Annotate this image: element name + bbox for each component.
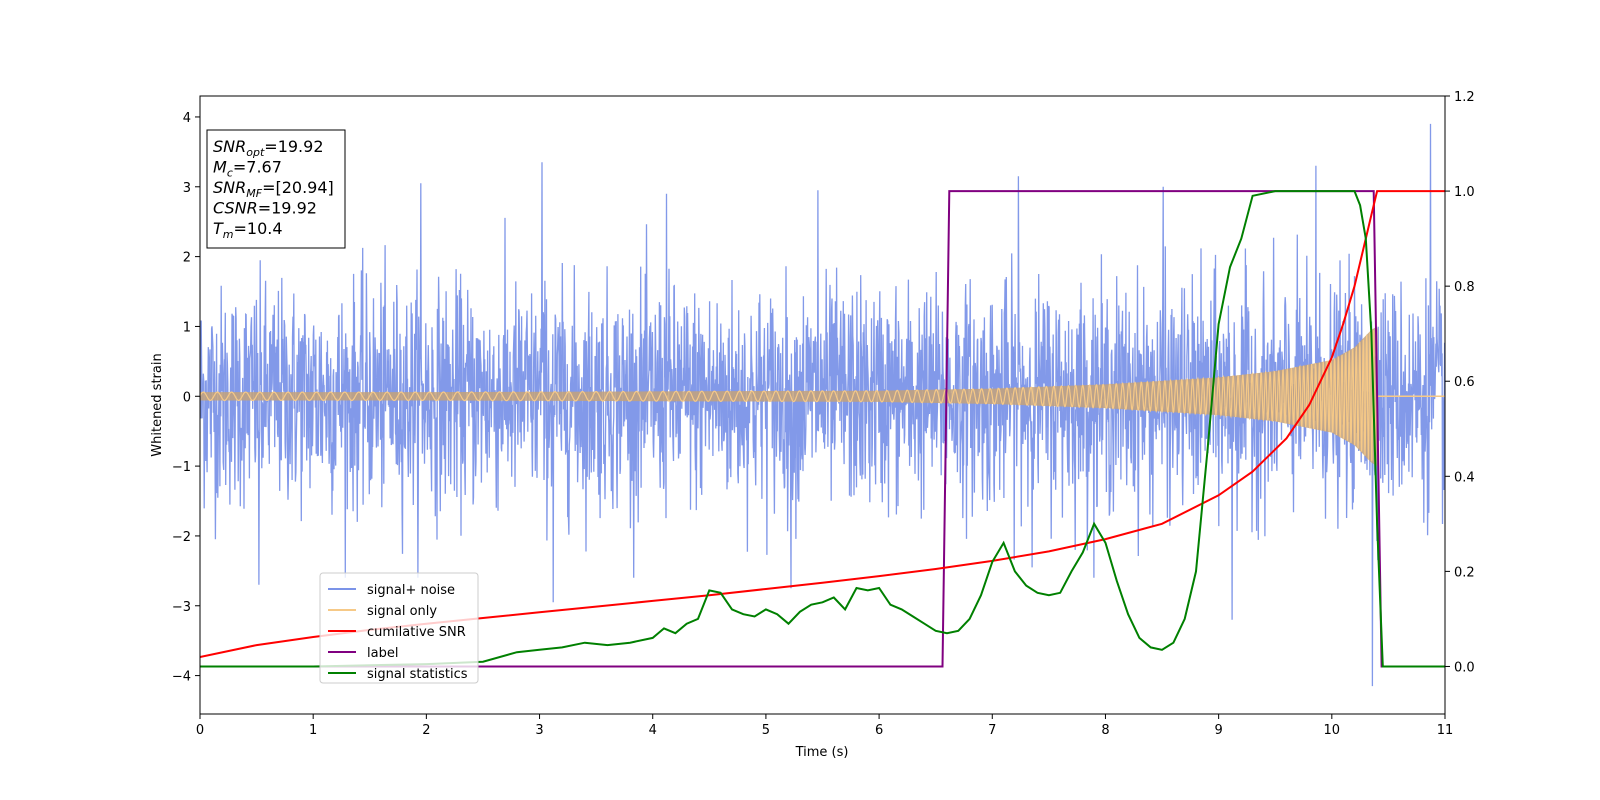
legend-frame (319, 572, 479, 684)
legend-label: signal+ noise (367, 583, 455, 598)
y2-tick-label: 0.2 (1454, 565, 1475, 580)
legend-label: signal only (367, 604, 437, 619)
info-line: SNRMF=[20.94] (213, 178, 334, 200)
x-tick-label: 3 (535, 723, 543, 738)
y2-tick-label: 0.8 (1454, 280, 1475, 295)
x-tick-label: 4 (649, 723, 657, 738)
y-tick-label: −4 (172, 670, 191, 685)
x-tick-label: 10 (1324, 723, 1341, 738)
y2-tick-label: 1.2 (1454, 90, 1475, 105)
info-line: SNRopt=19.92 (213, 137, 324, 159)
info-box: SNRopt=19.92Mc=7.67SNRMF=[20.94]CSNR=19.… (206, 129, 346, 249)
x-tick-label: 8 (1101, 723, 1109, 738)
legend-label: signal statistics (367, 667, 468, 682)
y-axis-label: Whitened strain (150, 353, 165, 456)
legend-label: cumilative SNR (367, 625, 466, 640)
x-axis-label: Time (s) (795, 745, 849, 760)
y-tick-label: 2 (183, 251, 191, 266)
y2-tick-label: 1.0 (1454, 185, 1475, 200)
x-tick-label: 9 (1214, 723, 1222, 738)
plot-area (200, 123, 1445, 687)
y-tick-label: 4 (183, 111, 191, 126)
plot-frame (199, 95, 1446, 715)
y2-tick-label: 0.4 (1454, 470, 1475, 485)
y-tick-label: −1 (172, 460, 191, 475)
y-axis-right: 1.2 1.0 0.8 0.6 0.4 0.2 0.0 (1445, 90, 1475, 675)
info-box-frame (206, 129, 346, 249)
y-tick-label: 3 (183, 181, 191, 196)
y-tick-label: −3 (172, 600, 191, 615)
x-tick-label: 2 (422, 723, 430, 738)
signal-only-line (200, 328, 1445, 464)
legend-label: label (367, 646, 398, 661)
x-tick-label: 0 (196, 723, 204, 738)
legend: signal+ noise signal only cumilative SNR la… (319, 572, 479, 684)
x-tick-label: 11 (1437, 723, 1454, 738)
info-line: Mc=7.67 (213, 158, 282, 180)
info-line: Tm=10.4 (213, 219, 283, 241)
x-tick-label: 6 (875, 723, 883, 738)
y2-tick-label: 0.0 (1454, 660, 1475, 675)
x-axis: 0 1 2 3 4 5 6 7 8 9 10 11 (196, 714, 1453, 738)
series-signal-statistics-line (200, 190, 1445, 668)
y2-tick-label: 0.6 (1454, 375, 1475, 390)
x-tick-label: 7 (988, 723, 996, 738)
y-axis-left: 4 3 2 1 0 −1 −2 −3 −4 (172, 111, 200, 685)
x-tick-label: 5 (762, 723, 770, 738)
series-signal-only (200, 326, 1445, 467)
x-tick-label: 1 (309, 723, 317, 738)
signal-only-envelope (200, 326, 1378, 467)
y-tick-label: 1 (183, 320, 191, 335)
info-line: CSNR=19.92 (213, 199, 317, 218)
y-tick-label: 0 (183, 390, 191, 405)
y-tick-label: −2 (172, 530, 191, 545)
